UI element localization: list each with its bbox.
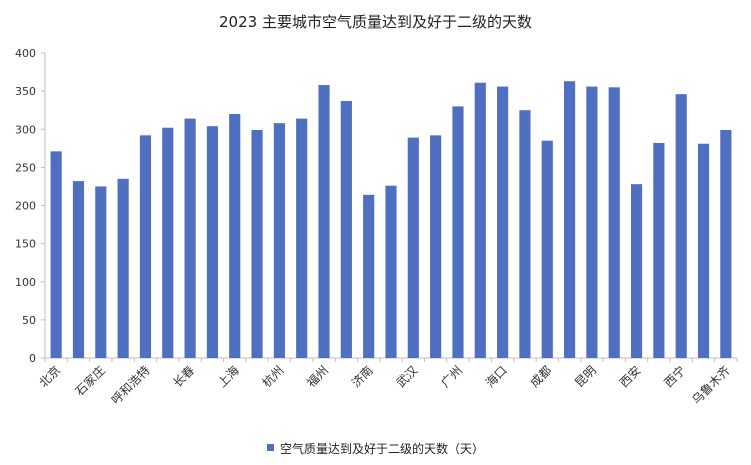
bar <box>184 118 196 358</box>
x-tick-label: 乌鲁木齐 <box>688 363 733 408</box>
bar <box>72 181 85 358</box>
bar <box>363 194 375 358</box>
bar <box>50 151 62 358</box>
bar <box>385 185 397 358</box>
x-tick-label: 昆明 <box>572 363 599 390</box>
x-tick-label: 长春 <box>170 363 197 390</box>
bar <box>697 143 710 358</box>
bar <box>474 82 486 359</box>
x-tick-label: 武汉 <box>394 363 421 390</box>
x-tick-label: 杭州 <box>259 363 287 391</box>
y-tick-label: 200 <box>15 200 36 213</box>
bar <box>95 186 107 358</box>
x-tick-label: 成都 <box>527 363 554 390</box>
y-tick-label: 250 <box>15 161 36 174</box>
bar <box>541 140 553 358</box>
y-tick-label: 0 <box>29 352 36 365</box>
x-tick-label: 石家庄 <box>72 363 108 399</box>
bar <box>139 135 152 358</box>
y-tick-label: 400 <box>15 47 36 60</box>
bar <box>206 126 218 358</box>
y-tick-label: 300 <box>15 123 36 136</box>
bar <box>251 130 263 358</box>
chart-title: 2023 主要城市空气质量达到及好于二级的天数 <box>219 13 532 31</box>
bar <box>162 127 174 358</box>
x-tick-label: 北京 <box>36 363 63 390</box>
bar <box>229 114 241 358</box>
legend-swatch <box>266 444 274 451</box>
bar <box>653 142 665 358</box>
x-tick-label: 海口 <box>482 363 510 391</box>
bar <box>519 110 531 358</box>
bar <box>318 85 330 359</box>
bar <box>407 137 419 358</box>
x-tick-label: 济南 <box>348 363 376 391</box>
x-tick-label: 西宁 <box>661 363 689 391</box>
bar <box>630 184 643 358</box>
y-tick-label: 50 <box>22 314 36 327</box>
bar <box>340 101 352 358</box>
bar <box>608 87 620 358</box>
x-tick-label: 福州 <box>304 363 332 391</box>
legend: 空气质量达到及好于二级的天数（天） <box>0 440 751 457</box>
y-tick-label: 150 <box>15 238 36 251</box>
bar <box>720 130 732 358</box>
x-tick-label: 广州 <box>438 363 465 390</box>
y-tick-label: 350 <box>15 85 36 98</box>
bar <box>296 118 308 358</box>
bar <box>497 86 509 359</box>
x-tick-label: 呼和浩特 <box>108 363 153 408</box>
bar <box>273 123 285 359</box>
x-tick-label: 上海 <box>214 363 242 391</box>
bar <box>430 135 442 358</box>
bar <box>452 106 464 358</box>
legend-label: 空气质量达到及好于二级的天数（天） <box>279 442 484 456</box>
x-tick-label: 西安 <box>616 363 644 391</box>
bar <box>564 81 576 359</box>
bar <box>586 86 598 359</box>
bar <box>675 94 687 359</box>
y-tick-label: 100 <box>15 276 36 289</box>
bar <box>117 178 129 358</box>
